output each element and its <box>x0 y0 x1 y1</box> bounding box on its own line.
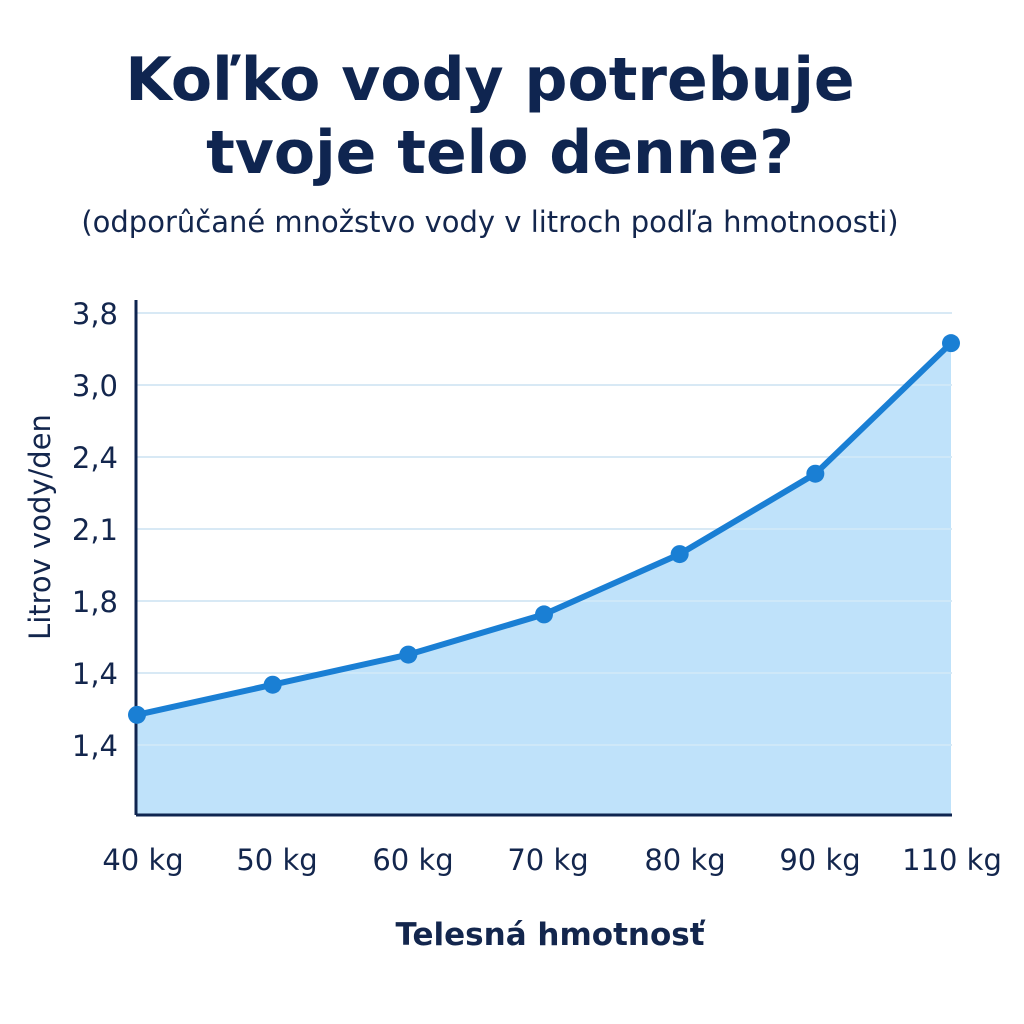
x-tick-label: 70 kg <box>507 843 588 877</box>
area-layer <box>136 312 952 815</box>
axes <box>134 300 952 817</box>
x-axis-label: Telesná hmotnosť <box>395 917 705 953</box>
y-tick-label: 2,1 <box>72 513 118 547</box>
x-tick-label: 60 kg <box>372 843 453 877</box>
x-tick-labels: 40 kg 50 kg 60 kg 70 kg 80 kg 90 kg 110 kg <box>102 843 1002 877</box>
y-tick-labels: 3,8 3,0 2,4 2,1 1,8 1,4 1,4 <box>72 297 118 763</box>
x-tick-label: 40 kg <box>102 843 183 877</box>
y-axis-label: Litrov vody/den <box>23 414 57 640</box>
data-point <box>128 705 146 724</box>
data-point <box>535 605 553 624</box>
chart-title-line-2: tvoje telo denne? <box>206 118 794 188</box>
x-tick-label: 50 kg <box>236 843 317 877</box>
y-tick-label: 1,4 <box>72 729 118 763</box>
y-tick-label: 3,0 <box>72 369 118 403</box>
x-tick-label: 110 kg <box>902 843 1002 877</box>
y-tick-label: 1,8 <box>72 585 118 619</box>
y-tick-label: 1,4 <box>72 657 118 691</box>
data-points <box>128 334 960 724</box>
x-tick-label: 90 kg <box>779 843 860 877</box>
chart-title-line-1: Koľko vody potrebuje <box>125 45 855 115</box>
y-tick-label: 3,8 <box>72 297 118 331</box>
y-tick-label: 2,4 <box>72 441 118 475</box>
x-tick-label: 80 kg <box>644 843 725 877</box>
data-point <box>670 545 689 564</box>
chart-subtitle: (odporûčané množstvo vody v litroch podľ… <box>81 205 899 239</box>
data-point <box>399 645 418 664</box>
data-point <box>806 464 825 483</box>
data-point <box>263 675 282 694</box>
series-area <box>137 343 951 815</box>
data-point <box>942 334 960 353</box>
